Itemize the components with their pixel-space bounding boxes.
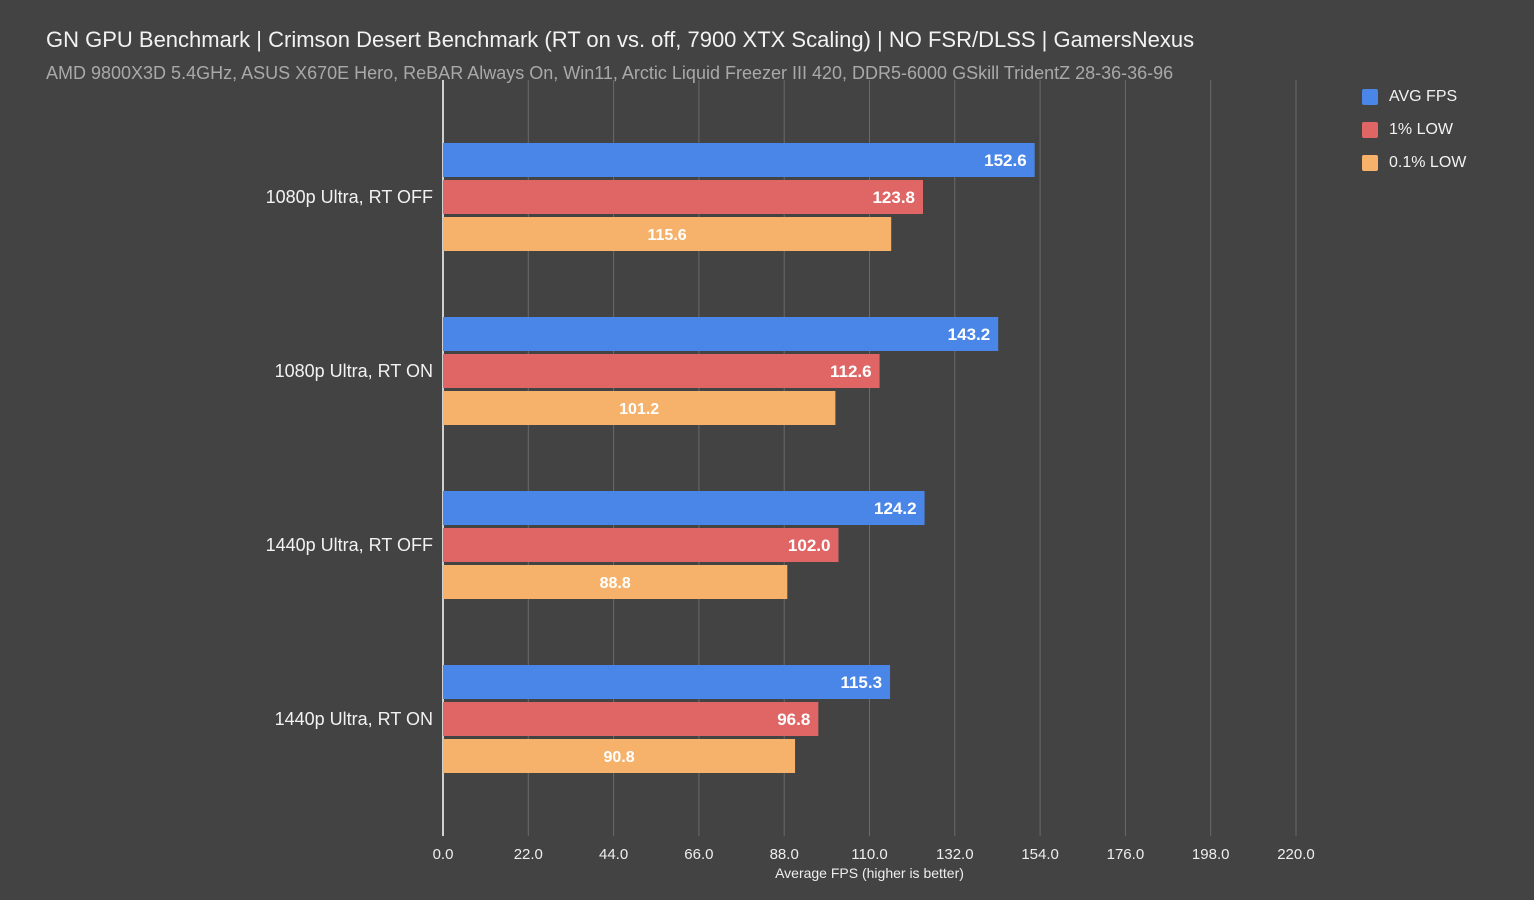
bar — [443, 565, 788, 599]
data-label: 123.8 — [872, 188, 915, 207]
category-label: 1440p Ultra, RT ON — [275, 709, 433, 729]
chart-title: GN GPU Benchmark | Crimson Desert Benchm… — [46, 27, 1195, 52]
chart-subtitle: AMD 9800X3D 5.4GHz, ASUS X670E Hero, ReB… — [46, 63, 1174, 83]
legend-label: 1% LOW — [1389, 120, 1454, 138]
x-tick-label: 22.0 — [514, 846, 543, 863]
legend-swatch — [1362, 121, 1378, 138]
bar — [443, 217, 892, 251]
legend-item: 1% LOW — [1362, 113, 1466, 146]
bar — [443, 317, 999, 351]
legend: AVG FPS 1% LOW 0.1% LOW — [1362, 80, 1466, 179]
bar — [443, 143, 1035, 177]
x-tick-label: 110.0 — [851, 846, 887, 863]
x-tick-label: 198.0 — [1192, 846, 1230, 863]
data-label: 88.8 — [600, 575, 631, 592]
data-label: 112.6 — [830, 362, 872, 381]
data-label: 96.8 — [777, 710, 810, 729]
bar — [443, 391, 836, 425]
data-label: 102.0 — [788, 536, 831, 555]
bar — [443, 739, 796, 773]
bar — [443, 354, 880, 388]
data-label: 115.3 — [840, 673, 882, 692]
category-label: 1080p Ultra, RT ON — [275, 361, 433, 381]
bar — [443, 702, 819, 736]
data-label: 124.2 — [874, 499, 917, 518]
data-label: 90.8 — [603, 749, 634, 766]
category-label: 1440p Ultra, RT OFF — [266, 535, 433, 555]
x-tick-label: 88.0 — [770, 846, 799, 863]
bar — [443, 528, 839, 562]
x-tick-label: 132.0 — [936, 846, 974, 863]
bar — [443, 491, 925, 525]
legend-item: AVG FPS — [1362, 80, 1466, 113]
legend-label: 0.1% LOW — [1389, 153, 1467, 171]
bar — [443, 180, 924, 214]
bar — [443, 665, 891, 699]
x-tick-label: 0.0 — [433, 846, 454, 863]
legend-label: AVG FPS — [1389, 87, 1458, 105]
x-tick-label: 44.0 — [599, 846, 628, 863]
x-tick-label: 154.0 — [1021, 846, 1059, 863]
category-label: 1080p Ultra, RT OFF — [266, 187, 433, 207]
data-label: 101.2 — [619, 401, 659, 418]
x-tick-label: 220.0 — [1277, 846, 1315, 863]
data-label: 152.6 — [984, 151, 1027, 170]
legend-swatch — [1362, 154, 1378, 171]
data-label: 143.2 — [948, 325, 991, 344]
x-tick-label: 176.0 — [1107, 846, 1145, 863]
data-label: 115.6 — [648, 227, 687, 244]
legend-item: 0.1% LOW — [1362, 146, 1466, 179]
x-axis-title: Average FPS (higher is better) — [775, 865, 964, 881]
legend-swatch — [1362, 88, 1378, 105]
x-tick-label: 66.0 — [684, 846, 713, 863]
